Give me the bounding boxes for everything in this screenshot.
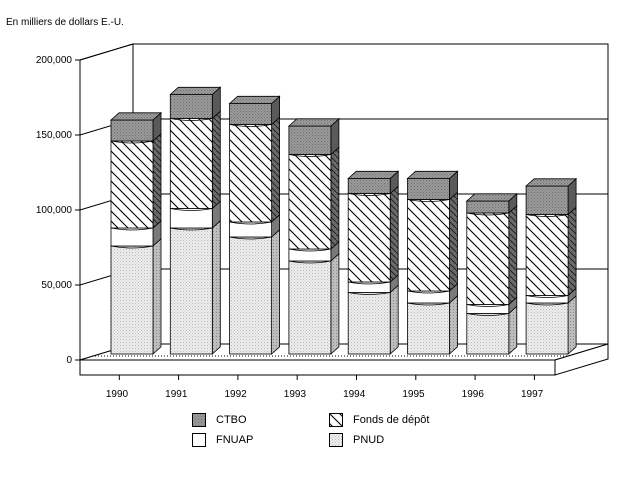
- bar-top-1995: [406, 170, 459, 179]
- legend-label: CTBO: [216, 414, 247, 426]
- legend-swatch: [192, 413, 206, 427]
- x-tick-labels: 1990 1991 1992 1993 1994 1995 1996 1997: [106, 375, 544, 400]
- bar-top-1991: [169, 86, 222, 95]
- legend-label: Fonds de dépôt: [353, 414, 430, 426]
- y-tick-labels: 0 50,000 100,000 150,000 200,000: [36, 55, 80, 366]
- y-tick-label: 50,000: [41, 280, 72, 291]
- bar-segment-pnud-1990: [110, 237, 162, 355]
- x-tick-label: 1997: [521, 389, 544, 400]
- legend-swatch: [329, 413, 343, 427]
- bar-segment-ctbo-1990: [110, 111, 162, 144]
- bar-segment-fonds-de-d-p-t-1990: [110, 132, 162, 231]
- bar-segment-ctbo-1995: [407, 170, 458, 202]
- gridline-side: [79, 43, 134, 61]
- bar-segment-fnuap-1994: [347, 273, 399, 295]
- bar-segment-fonds-de-d-p-t-1994: [347, 185, 399, 285]
- y-tick-label: 100,000: [36, 205, 73, 216]
- bar-segment-fnuap-1991: [169, 200, 221, 231]
- legend-swatch: [329, 433, 343, 447]
- bar-top-1992: [228, 95, 281, 104]
- x-tick-label: 1990: [106, 389, 129, 400]
- legend: CTBO Fonds de dépôt FNUAP PNUD: [192, 412, 492, 452]
- legend-item-ctbo: CTBO: [192, 412, 247, 428]
- legend-item-fonds-de-d-p-t: Fonds de dépôt: [329, 412, 429, 428]
- bar-segment-ctbo-1993: [288, 117, 340, 157]
- bar-top-1996: [465, 193, 518, 202]
- bar-segment-fonds-de-d-p-t-1992: [229, 116, 281, 225]
- bar-segment-fonds-de-d-p-t-1996: [466, 204, 518, 307]
- bar-segment-ctbo-1996: [466, 192, 518, 216]
- x-tick-label: 1994: [343, 389, 366, 400]
- bar-segment-pnud-1997: [525, 294, 577, 355]
- bar-segment-fnuap-1992: [229, 213, 281, 240]
- bar-segment-pnud-1991: [169, 219, 221, 355]
- x-tick-label: 1996: [462, 389, 485, 400]
- y-tick-label: 0: [66, 355, 72, 366]
- bar-segment-ctbo-1991: [169, 86, 221, 121]
- y-tick-label: 200,000: [36, 55, 73, 66]
- y-axis-label: En milliers de dollars E.-U.: [6, 17, 124, 28]
- legend-item-pnud: PNUD: [329, 432, 384, 448]
- x-tick-label: 1992: [224, 389, 247, 400]
- bar-segment-fonds-de-d-p-t-1997: [525, 206, 577, 298]
- legend-swatch: [192, 433, 206, 447]
- bar-segment-ctbo-1992: [229, 95, 281, 127]
- bars: [109, 86, 578, 355]
- x-tick-label: 1995: [402, 389, 425, 400]
- x-tick-label: 1991: [165, 389, 188, 400]
- bar-segment-pnud-1994: [347, 284, 399, 355]
- legend-label: FNUAP: [216, 434, 254, 446]
- bar-top-1997: [525, 178, 578, 187]
- legend-label: PNUD: [353, 434, 385, 446]
- y-tick-label: 150,000: [36, 130, 73, 141]
- bar-top-1990: [109, 112, 163, 121]
- legend-item-fnuap: FNUAP: [192, 432, 253, 448]
- bar-segment-fonds-de-d-p-t-1991: [169, 110, 221, 211]
- bar-top-1993: [287, 118, 340, 127]
- bar-segment-pnud-1992: [229, 228, 281, 355]
- bar-segment-pnud-1995: [407, 294, 458, 355]
- bar-segment-fonds-de-d-p-t-1993: [288, 146, 340, 252]
- bar-segment-fonds-de-d-p-t-1995: [407, 191, 458, 294]
- bar-segment-ctbo-1994: [347, 170, 399, 196]
- bar-top-1994: [347, 170, 400, 179]
- x-tick-label: 1993: [284, 389, 307, 400]
- bar-segment-pnud-1993: [288, 252, 340, 355]
